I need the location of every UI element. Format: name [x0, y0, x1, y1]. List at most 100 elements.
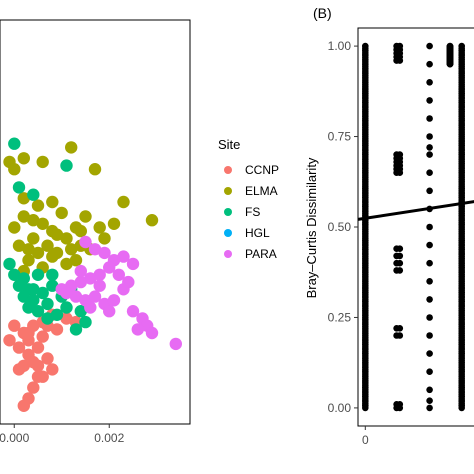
legend-label-fs: FS — [245, 205, 260, 219]
point-fs-22 — [41, 312, 54, 325]
panel-b-y-tick-label: 0.75 — [328, 130, 352, 144]
point-ccnp-8 — [8, 319, 21, 332]
point-fs-14 — [22, 301, 35, 314]
panel-b-y-tick-label: 0.00 — [328, 401, 352, 415]
point-fs-17 — [50, 308, 64, 321]
legend-key-elma — [224, 187, 232, 195]
panel-a-x-tick-label: 0.000 — [0, 431, 30, 445]
point-para-6 — [103, 261, 116, 274]
panel-b-y-tick-label: 1.00 — [328, 39, 352, 53]
point-elma-37 — [27, 232, 40, 245]
point-col5-15 — [426, 151, 433, 158]
panel-b: (B) Bray–Curtis Dissimilarity 0.000.250.… — [304, 5, 474, 447]
point-fs-10 — [17, 290, 30, 303]
point-fs-8 — [12, 279, 26, 292]
point-elma-4 — [46, 195, 59, 209]
point-fs-0 — [8, 137, 21, 150]
point-para-22 — [103, 305, 116, 318]
point-ccnp-13 — [36, 330, 49, 343]
point-ccnp-10 — [12, 341, 26, 354]
point-col1-160 — [458, 42, 466, 50]
legend-key-ccnp — [224, 166, 232, 174]
point-elma-31 — [22, 254, 35, 267]
legend-key-para — [224, 250, 232, 258]
point-ccnp-20 — [17, 399, 30, 412]
point-elma-6 — [88, 163, 102, 176]
point-para-30 — [74, 264, 88, 278]
point-para-27 — [131, 323, 144, 336]
point-elma-15 — [8, 221, 21, 234]
point-elma-17 — [22, 243, 35, 256]
point-ccnp-25 — [41, 352, 54, 365]
point-para-20 — [93, 279, 106, 292]
point-para-26 — [145, 326, 159, 340]
point-col5-8 — [426, 278, 433, 285]
point-ccnp-16 — [46, 363, 59, 376]
point-fs-18 — [60, 301, 73, 314]
point-col5-18 — [426, 115, 433, 122]
point-elma-39 — [74, 224, 88, 238]
point-col5-13 — [426, 187, 433, 195]
point-fs-1 — [60, 159, 73, 172]
point-elma-28 — [55, 206, 68, 220]
point-col4-18 — [396, 42, 404, 50]
point-para-14 — [88, 290, 102, 303]
point-ccnp-26 — [22, 326, 35, 340]
point-fs-26 — [27, 283, 40, 296]
point-elma-2 — [17, 152, 30, 165]
legend-items: CCNP ELMA FS HGL PARA — [224, 163, 279, 261]
panel-a-x-tick-label: 0.002 — [94, 431, 124, 445]
point-fs-9 — [31, 268, 45, 281]
point-elma-8 — [145, 214, 159, 227]
fit-line — [357, 200, 474, 221]
point-col5-22 — [426, 42, 433, 50]
point-para-16 — [107, 294, 121, 307]
point-elma-10 — [60, 232, 73, 245]
panel-b-y-axis-title: Bray–Curtis Dissimilarity — [304, 157, 319, 298]
point-para-5 — [126, 257, 140, 271]
point-elma-18 — [31, 246, 45, 260]
point-para-2 — [98, 246, 111, 260]
point-col4-7 — [396, 245, 404, 252]
point-fs-12 — [36, 286, 49, 300]
point-col5-6 — [426, 314, 433, 321]
point-col0-160 — [362, 42, 369, 50]
point-ccnp-18 — [27, 381, 40, 394]
point-elma-26 — [93, 221, 106, 234]
point-col5-11 — [426, 223, 433, 231]
point-ccnp-12 — [31, 341, 45, 354]
point-col5-2 — [426, 386, 433, 394]
point-col5-0 — [426, 404, 433, 412]
point-para-12 — [69, 290, 83, 303]
point-para-7 — [93, 268, 106, 281]
point-para-28 — [169, 337, 182, 351]
point-elma-34 — [60, 257, 73, 271]
point-fs-3 — [27, 188, 40, 201]
point-elma-25 — [107, 217, 121, 230]
point-col4-2 — [396, 332, 404, 339]
point-col5-10 — [426, 241, 433, 249]
panel-b-y-tick-label: 0.50 — [328, 220, 352, 234]
point-col4-13 — [396, 151, 404, 158]
panel-b-y-axis: 0.00 0.25 0.50 0.75 1.00 — [328, 39, 358, 415]
legend-label-elma: ELMA — [245, 184, 278, 198]
point-fs-16 — [41, 297, 54, 311]
point-para-9 — [74, 275, 88, 289]
point-para-4 — [117, 250, 130, 263]
point-ccnp-23 — [27, 355, 40, 369]
legend-label-para: PARA — [245, 247, 277, 261]
point-elma-13 — [27, 214, 40, 227]
point-ccnp-22 — [12, 363, 26, 376]
legend-label-hgl: HGL — [245, 226, 270, 240]
point-para-1 — [88, 243, 102, 256]
point-col5-1 — [426, 397, 433, 405]
panel-b-label: (B) — [313, 5, 332, 21]
panel-b-frame — [357, 27, 474, 427]
point-col5-21 — [426, 60, 433, 68]
point-para-23 — [126, 305, 140, 318]
point-elma-24 — [98, 232, 111, 245]
legend-title: Site — [218, 137, 240, 152]
point-elma-16 — [12, 239, 26, 252]
point-ccnp-24 — [31, 370, 45, 383]
